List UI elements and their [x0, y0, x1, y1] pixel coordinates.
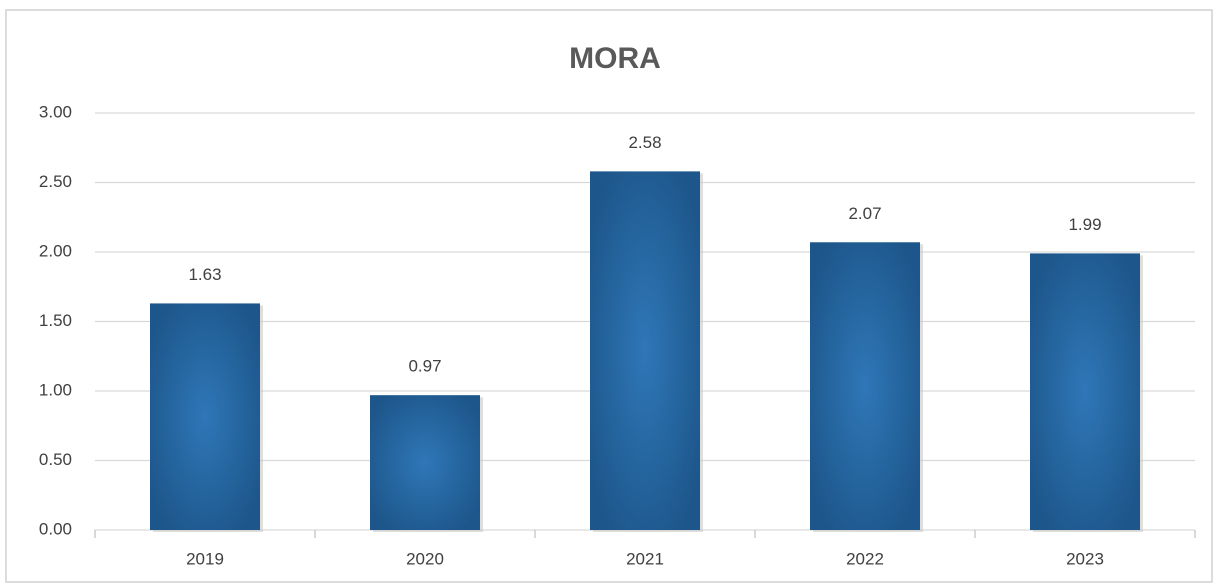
x-tick-label: 2020: [406, 549, 444, 568]
x-tick-label: 2019: [186, 549, 224, 568]
bar: [150, 303, 260, 530]
y-tick-label: 0.00: [39, 519, 72, 538]
bar: [1030, 253, 1140, 530]
y-tick-label: 2.00: [39, 241, 72, 260]
data-label: 0.97: [408, 357, 441, 376]
x-tick-label: 2023: [1066, 549, 1104, 568]
y-tick-label: 1.50: [39, 311, 72, 330]
bar: [810, 242, 920, 530]
data-label: 2.58: [628, 133, 661, 152]
y-tick-label: 3.00: [39, 102, 72, 121]
data-label: 2.07: [848, 204, 881, 223]
data-label: 1.63: [188, 265, 221, 284]
bar: [590, 171, 700, 530]
x-tick-label: 2021: [626, 549, 664, 568]
bar: [370, 395, 480, 530]
y-tick-label: 1.00: [39, 380, 72, 399]
x-tick-label: 2022: [846, 549, 884, 568]
chart-title: MORA: [569, 42, 661, 75]
y-tick-label: 0.50: [39, 450, 72, 469]
data-label: 1.99: [1068, 215, 1101, 234]
y-tick-label: 2.50: [39, 172, 72, 191]
